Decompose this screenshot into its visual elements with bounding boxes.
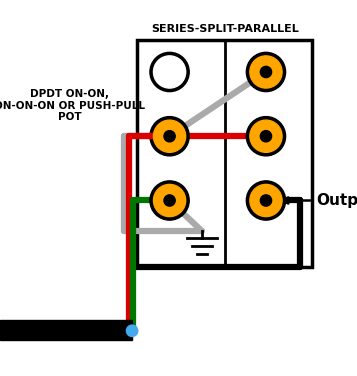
- Bar: [137, 40, 312, 267]
- Bar: [0, 320, 132, 340]
- Circle shape: [260, 130, 272, 142]
- Circle shape: [250, 56, 282, 88]
- Circle shape: [260, 195, 272, 206]
- Text: SERIES-SPLIT-PARALLEL: SERIES-SPLIT-PARALLEL: [151, 24, 299, 34]
- Circle shape: [164, 130, 175, 142]
- Circle shape: [246, 117, 286, 156]
- Text: DPDT ON-ON,
ON-ON-ON OR PUSH-PULL
POT: DPDT ON-ON, ON-ON-ON OR PUSH-PULL POT: [0, 89, 145, 123]
- Circle shape: [164, 195, 175, 206]
- Circle shape: [250, 184, 282, 217]
- Circle shape: [260, 66, 272, 77]
- Circle shape: [246, 52, 286, 92]
- Circle shape: [250, 120, 282, 152]
- Circle shape: [150, 181, 189, 220]
- Circle shape: [154, 120, 186, 152]
- Text: Output: Output: [282, 193, 357, 208]
- Circle shape: [246, 181, 286, 220]
- Circle shape: [150, 117, 189, 156]
- Circle shape: [126, 325, 138, 337]
- Circle shape: [150, 52, 189, 92]
- Circle shape: [154, 56, 186, 88]
- Circle shape: [154, 184, 186, 217]
